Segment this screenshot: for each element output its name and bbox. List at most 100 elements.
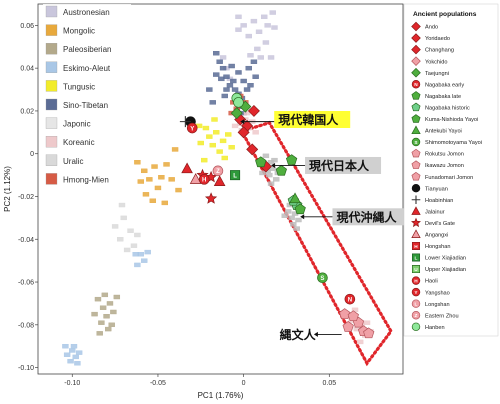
population-point [206,87,213,92]
population-point [216,149,223,154]
population-point [197,140,204,146]
ancient-legend-marker [411,287,421,297]
population-point [96,331,103,336]
ancient-legend-marker [411,241,421,250]
population-point [228,63,235,69]
ancient-legend-label: Eastern Zhou [425,313,459,319]
population-point [108,322,115,328]
population-point [111,224,119,229]
group-legend-label: Koreanic [63,138,95,147]
ancient-legend-label: Funadomari Jomon [425,175,473,181]
population-point [219,55,227,60]
ancient-legend-marker-glyph: Z [415,313,418,319]
ancient-legend-marker [411,137,421,147]
ancient-legend-label: Antekubi Yayoi [425,129,462,135]
annotation-arrowhead [271,162,276,168]
population-point [262,153,270,159]
population-point [250,59,258,64]
population-point [235,27,242,32]
population-point [269,10,276,15]
annotation-arrowhead [313,331,318,337]
population-point [255,29,263,35]
group-legend-swatch [45,173,58,185]
population-point [267,55,275,60]
population-point [206,134,213,139]
population-point [290,222,297,227]
population-point [356,339,364,345]
ancient-point [347,310,359,322]
annotation-label: 縄文人 [280,327,317,342]
group-legend-label: Sino-Tibetan [63,101,108,110]
population-point [209,100,216,105]
population-point [142,192,150,197]
population-point [141,258,148,263]
ancient-legend-label: Devil's Gate [425,221,455,227]
population-point [240,78,247,84]
ancient-point [186,122,198,134]
ancient-point [204,192,218,204]
population-point [98,320,105,325]
population-point [264,23,271,28]
y-tick-label: 0 [30,151,34,158]
population-point [146,177,153,182]
highlight-box [239,120,393,367]
population-point [94,296,102,302]
ancient-point [285,154,298,165]
population-point [245,65,252,71]
population-point [202,125,210,131]
population-point [218,76,225,82]
ancient-legend-label: Hongshan [425,244,451,250]
ancient-legend-marker [411,171,421,181]
ancient-legend-marker [411,102,421,112]
ancient-point [213,175,226,186]
population-point [213,72,220,77]
ancient-legend-marker-glyph: N [414,82,418,88]
population-point [254,46,261,52]
population-point [266,172,273,178]
population-point [158,175,165,180]
population-point [91,311,98,317]
population-point [175,187,182,193]
population-point [120,215,127,221]
population-point [262,40,270,45]
group-legend-label: Tungusic [63,82,95,91]
ancient-point [294,203,306,215]
population-point [235,70,242,75]
population-point [252,130,259,135]
ancient-legend-marker [411,229,421,238]
annotation-highlight [332,208,409,226]
x-tick-label: -0.05 [150,380,166,387]
population-point [243,87,251,92]
y-tick-label: -0.06 [18,280,34,287]
group-legend-label: Mongolic [63,27,95,36]
ancient-legend-marker [411,195,421,205]
ancient-legend-marker [411,206,421,215]
ancient-legend-title: Ancient populations [413,11,477,18]
population-point [132,252,139,257]
ancient-legend-label: Yangshao [425,290,450,296]
ancient-legend-marker [411,56,421,66]
ancient-legend-marker [411,67,421,78]
ancient-legend-marker [411,217,421,228]
population-point [69,348,76,353]
ancient-legend-marker-glyph: L [415,302,418,308]
ancient-point [233,97,244,108]
y-axis-title: PC2 (1.12%) [3,166,12,212]
population-point [151,164,158,169]
ancient-point [230,107,243,120]
population-point [230,78,237,84]
annotation-highlight [274,110,351,128]
x-axis-title: PC1 (1.76%) [198,391,244,400]
population-point [281,213,288,218]
group-legend-label: Uralic [63,157,83,166]
ancient-point [198,174,210,185]
population-point [247,53,254,58]
population-point [130,243,138,248]
group-legend-label: Eskimo-Aleut [63,64,111,73]
population-point [250,18,258,24]
ancient-legend-label: Nagabaka late [425,94,461,100]
ancient-point [246,143,259,156]
population-point [117,237,124,242]
population-point [260,14,268,20]
